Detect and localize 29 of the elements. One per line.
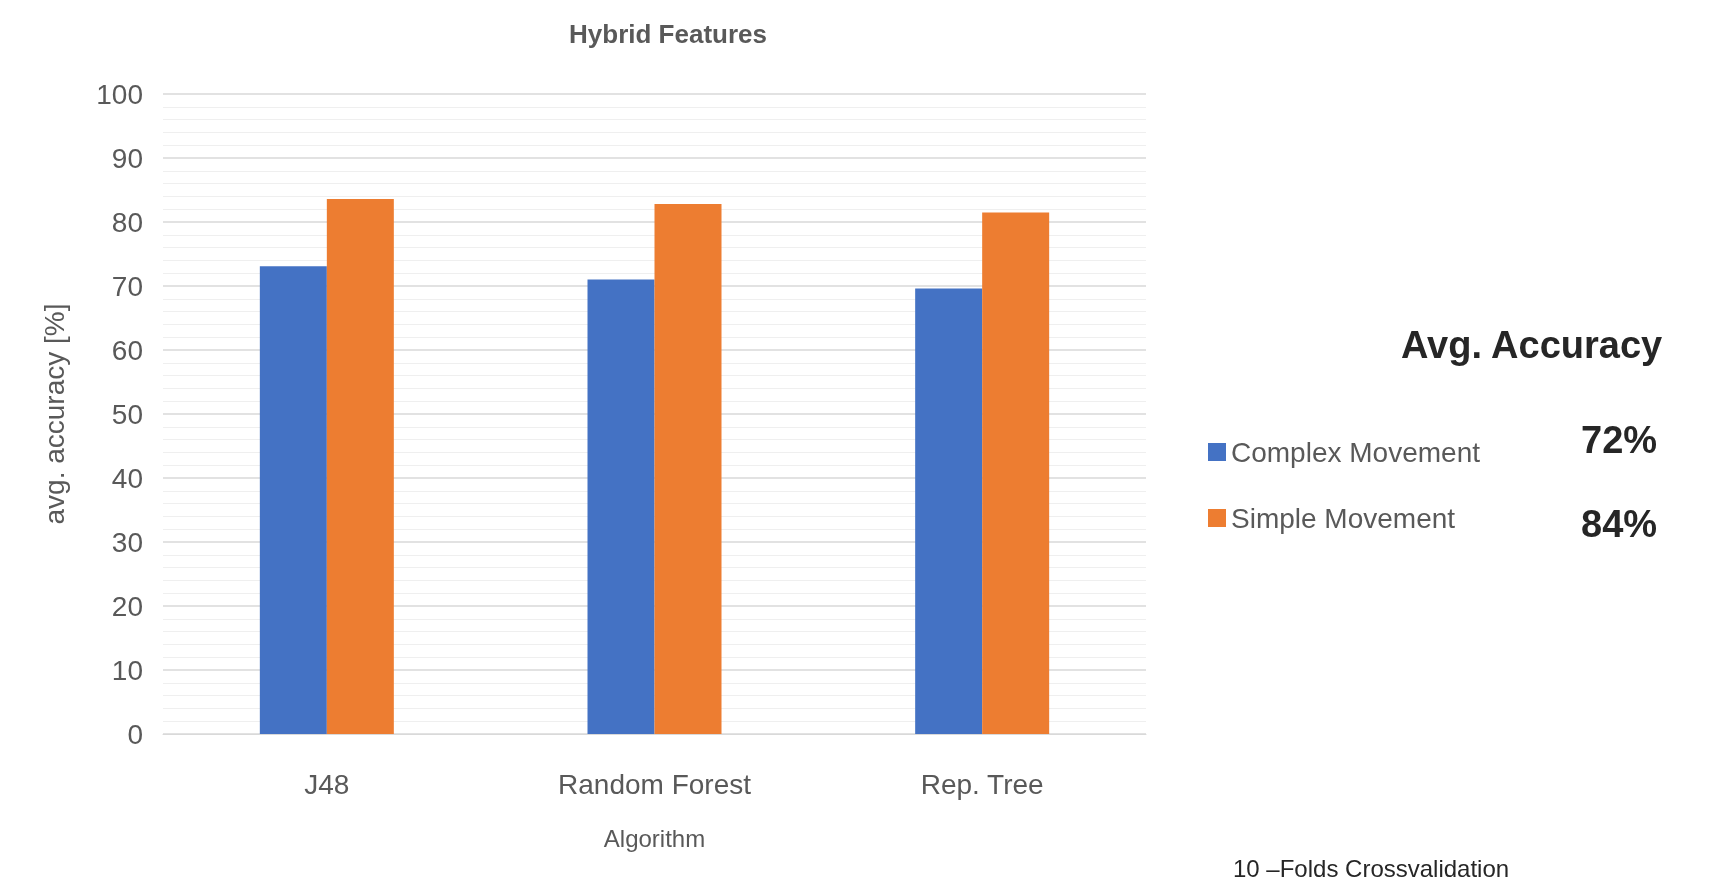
x-tick-label: J48 bbox=[304, 768, 350, 800]
y-tick-label: 40 bbox=[111, 462, 143, 494]
y-axis-title: avg. accuracy [%] bbox=[38, 303, 70, 525]
bar bbox=[654, 204, 722, 734]
legend-label: Simple Movement bbox=[1231, 502, 1456, 534]
x-axis-title: Algorithm bbox=[603, 824, 706, 852]
y-tick-label: 50 bbox=[111, 398, 143, 430]
text: Avg. Accuracy bbox=[1401, 324, 1663, 366]
chart-title: Hybrid Features bbox=[569, 19, 767, 49]
bar bbox=[982, 212, 1050, 734]
legend-label: Complex Movement bbox=[1231, 436, 1481, 468]
y-tick-label: 60 bbox=[111, 334, 143, 366]
y-tick-label: 100 bbox=[96, 78, 143, 110]
x-tick-label: Rep. Tree bbox=[920, 768, 1044, 800]
y-tick-label: 70 bbox=[111, 270, 143, 302]
text: 84% bbox=[1581, 503, 1658, 545]
x-tick-label: Random Forest bbox=[558, 768, 752, 800]
y-tick-label: 90 bbox=[111, 142, 143, 174]
text: 10 –Folds Crossvalidation bbox=[1233, 854, 1510, 882]
bar bbox=[587, 279, 655, 734]
bar bbox=[915, 288, 983, 734]
y-tick-label: 80 bbox=[111, 206, 143, 238]
y-tick-label: 20 bbox=[111, 590, 143, 622]
y-tick-label: 30 bbox=[111, 526, 143, 558]
y-tick-label: 0 bbox=[127, 718, 143, 750]
text: 72% bbox=[1581, 419, 1658, 461]
bar bbox=[259, 266, 327, 734]
bar bbox=[326, 198, 394, 734]
y-tick-label: 10 bbox=[111, 654, 143, 686]
